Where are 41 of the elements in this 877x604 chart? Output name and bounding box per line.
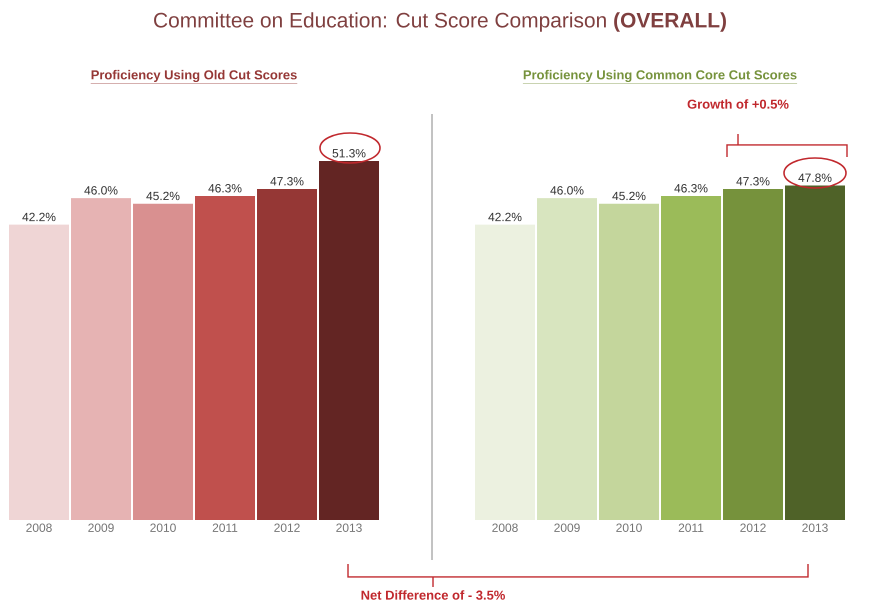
data-label: 45.2% (612, 192, 646, 200)
data-label: 51.3% (332, 149, 366, 158)
x-tick-label: 2008 (492, 524, 518, 532)
bar (475, 224, 536, 520)
data-label: 46.0% (84, 186, 118, 195)
x-tick-label: 2009 (554, 524, 580, 532)
bar (195, 196, 256, 520)
data-label: 46.3% (208, 184, 242, 192)
x-tick-label: 2011 (678, 524, 704, 532)
x-tick-label: 2012 (274, 524, 300, 532)
data-label: 46.0% (550, 186, 584, 195)
x-tick-label: 2013 (336, 524, 362, 532)
x-tick-label: 2011 (212, 524, 238, 532)
x-tick-label: 2010 (150, 524, 176, 532)
data-label: 46.3% (674, 184, 708, 192)
text: Net Difference of - 3.5% (362, 590, 505, 600)
bar (257, 189, 318, 520)
data-label: 47.3% (736, 177, 770, 186)
data-label: 47.8% (798, 174, 832, 182)
bar (785, 186, 846, 520)
data-label: 45.2% (146, 192, 180, 200)
x-tick-label: 2010 (616, 524, 642, 532)
bar (319, 161, 380, 520)
text: Growth of +0.5% (688, 99, 789, 109)
bar (9, 224, 70, 520)
data-label: 47.3% (270, 177, 304, 186)
x-tick-label: 2012 (740, 524, 766, 532)
bar (133, 204, 194, 520)
bar (723, 189, 784, 520)
bar (71, 198, 132, 520)
bar (537, 198, 598, 520)
data-label: 42.2% (488, 212, 522, 222)
bar (661, 196, 722, 520)
chart-title: Proficiency Using Common Core Cut Scores (524, 70, 797, 82)
x-tick-label: 2013 (802, 524, 828, 532)
bar (599, 204, 660, 520)
x-tick-label: 2008 (26, 524, 52, 532)
text: Committee on Education: Cut Score Comparison (OVERALL) (154, 12, 726, 32)
chart-subtitle: Proficiency Using Old Cut Scores (92, 70, 297, 82)
x-tick-label: 2009 (88, 524, 114, 532)
data-label: 42.2% (22, 212, 56, 222)
